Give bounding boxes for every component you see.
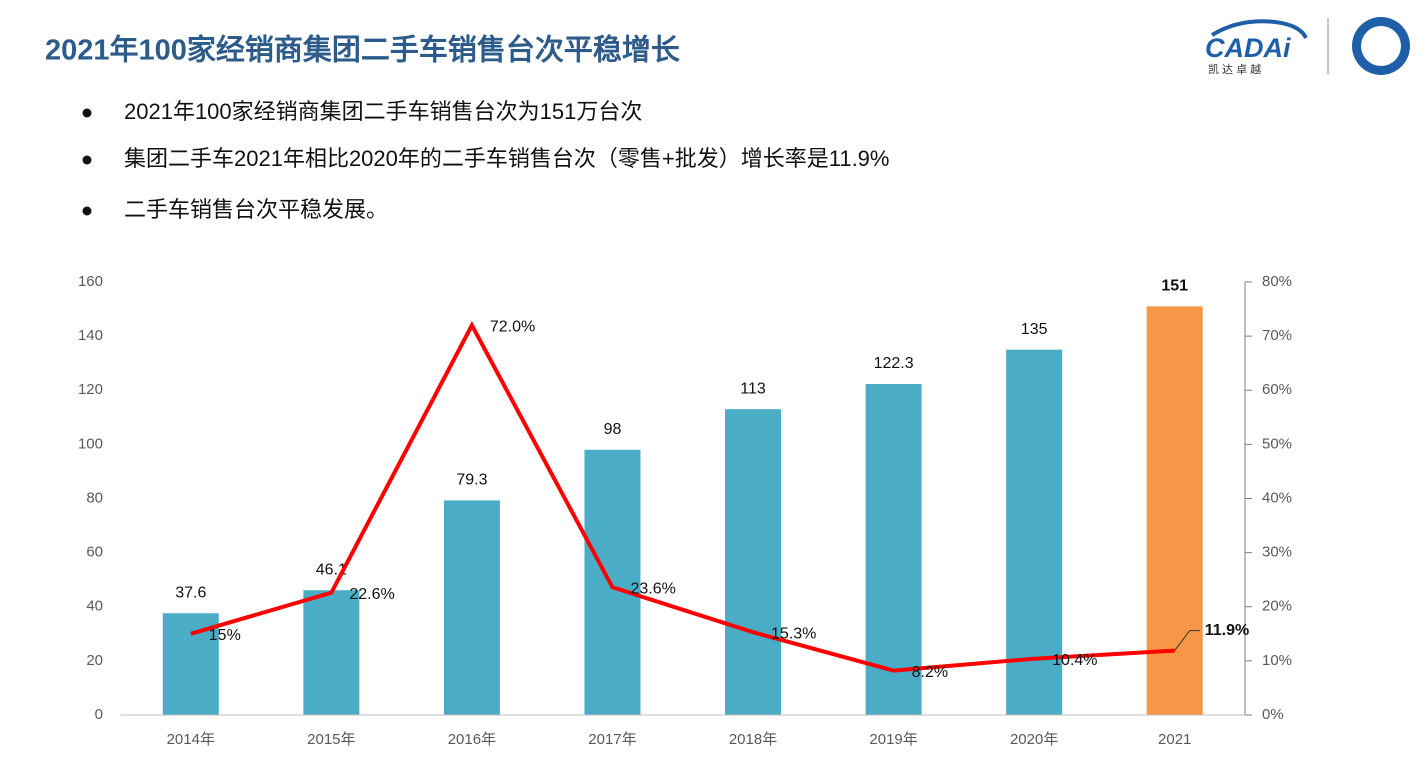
bar bbox=[725, 409, 782, 715]
line-value-label: 72.0% bbox=[490, 319, 535, 336]
y2-tick-label: 60% bbox=[1262, 381, 1292, 398]
bullet-dot bbox=[82, 206, 92, 216]
logo: CADAi 凯 达 卓 越 bbox=[1205, 17, 1410, 76]
bar bbox=[303, 590, 360, 715]
y-tick-label: 20 bbox=[86, 652, 103, 669]
y-tick-label: 40 bbox=[86, 598, 103, 615]
bullet-dot bbox=[82, 155, 92, 165]
bar-value-label: 151 bbox=[1161, 278, 1188, 295]
bar bbox=[1006, 349, 1063, 715]
bar-value-label: 135 bbox=[1021, 321, 1048, 338]
y-tick-label: 100 bbox=[78, 435, 103, 452]
bullet-text: 集团二手车2021年相比2020年的二手车销售台次（零售+批发）增长率是11.9… bbox=[124, 146, 889, 171]
line-value-label: 8.2% bbox=[912, 664, 948, 681]
line-series bbox=[190, 321, 1175, 673]
y-tick-label: 120 bbox=[78, 381, 103, 398]
label-leader bbox=[1174, 630, 1200, 651]
y2-tick-label: 0% bbox=[1262, 706, 1284, 723]
line-value-label: 10.4% bbox=[1052, 652, 1097, 669]
bar bbox=[1146, 306, 1203, 715]
x-tick-label: 2015年 bbox=[307, 731, 355, 748]
logo-tagline: 凯 达 卓 越 bbox=[1208, 62, 1261, 76]
bullet-dot bbox=[82, 108, 92, 118]
y-tick-label: 160 bbox=[78, 273, 103, 290]
x-tick-label: 2019年 bbox=[869, 731, 917, 748]
x-tick-label: 2017年 bbox=[588, 731, 636, 748]
bullet-text: 二手车销售台次平稳发展。 bbox=[124, 197, 388, 222]
bar-value-label: 98 bbox=[604, 421, 622, 438]
line-value-label: 23.6% bbox=[630, 580, 675, 597]
line-value-label: 22.6% bbox=[349, 586, 394, 603]
slide-title: 2021年100家经销商集团二手车销售台次平稳增长 bbox=[45, 33, 681, 67]
logo-car bbox=[1210, 19, 1308, 39]
logo-name: CADAi bbox=[1205, 33, 1291, 63]
bar-value-label: 113 bbox=[740, 380, 766, 397]
y-tick-label: 140 bbox=[78, 327, 103, 344]
bar bbox=[443, 500, 500, 715]
x-tick-label: 2018年 bbox=[729, 731, 777, 748]
y-tick-label: 60 bbox=[86, 544, 103, 561]
line-value-label: 15% bbox=[209, 627, 241, 644]
bullet-text: 2021年100家经销商集团二手车销售台次为151万台次 bbox=[124, 99, 642, 124]
x-tick-label: 2014年 bbox=[167, 731, 215, 748]
bar-value-label: 122.3 bbox=[874, 355, 914, 372]
y2-tick-label: 40% bbox=[1262, 489, 1292, 506]
bar bbox=[584, 449, 641, 715]
bar-value-label: 79.3 bbox=[456, 472, 487, 489]
y-tick-label: 0 bbox=[95, 706, 103, 723]
y2-tick-label: 20% bbox=[1262, 598, 1292, 615]
y2-tick-label: 30% bbox=[1262, 544, 1292, 561]
line-value-label: 11.9% bbox=[1205, 622, 1249, 639]
y2-tick-label: 80% bbox=[1262, 273, 1292, 290]
y2-tick-label: 50% bbox=[1262, 435, 1292, 452]
y-tick-label: 80 bbox=[86, 489, 103, 506]
logo-emblem-inner bbox=[1361, 26, 1401, 66]
x-tick-label: 2016年 bbox=[448, 731, 496, 748]
y2-tick-label: 10% bbox=[1262, 652, 1292, 669]
y2-tick-label: 70% bbox=[1262, 327, 1292, 344]
line-value-label: 15.3% bbox=[771, 625, 816, 642]
bar-value-label: 37.6 bbox=[175, 584, 206, 601]
x-tick-label: 2021 bbox=[1158, 731, 1191, 748]
bar bbox=[865, 384, 922, 715]
x-tick-label: 2020年 bbox=[1010, 731, 1058, 748]
